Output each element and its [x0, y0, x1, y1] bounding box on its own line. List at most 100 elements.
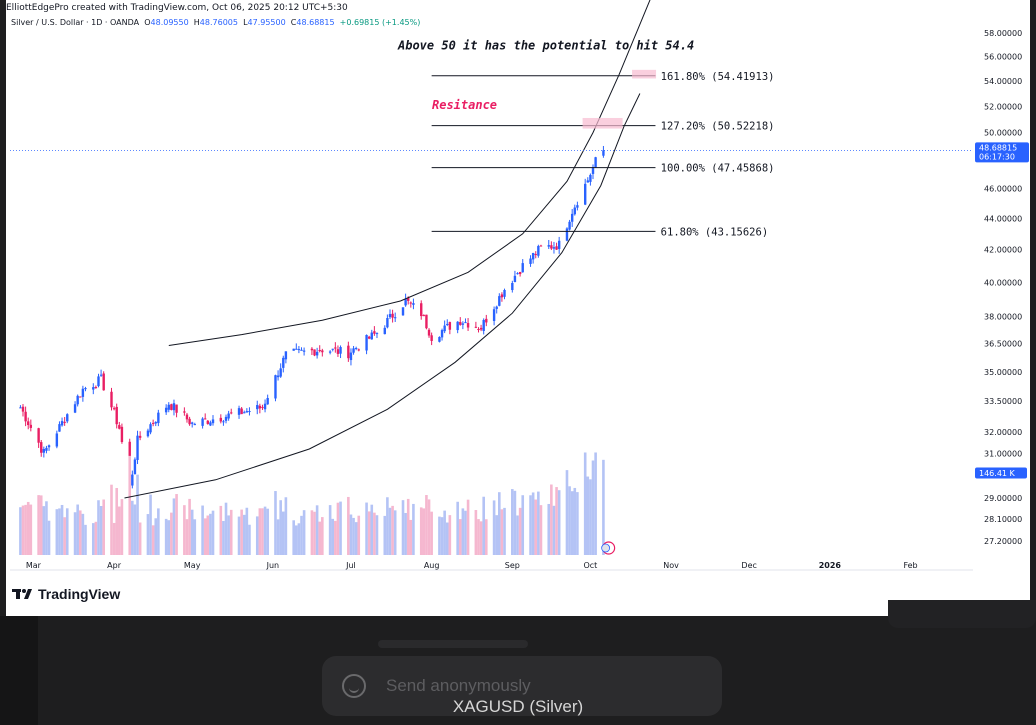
- candle-body: [190, 422, 194, 424]
- volume-bar: [328, 505, 332, 555]
- price-tick-label: 38.00000: [984, 313, 1022, 322]
- candle-body: [576, 205, 579, 208]
- volume-bar: [349, 514, 353, 555]
- candle-body: [115, 406, 118, 425]
- event-flag-icon: [601, 543, 611, 553]
- tradingview-wordmark: TradingView: [38, 586, 121, 602]
- candle-body: [302, 350, 306, 352]
- volume-bar: [334, 520, 337, 555]
- candle-body: [175, 404, 178, 413]
- candle-body: [297, 349, 301, 351]
- candle-body: [81, 388, 85, 397]
- candle-body: [440, 330, 444, 338]
- time-tick-label: Dec: [741, 561, 756, 570]
- volume-bar: [263, 506, 267, 555]
- send-anonymously-input[interactable]: Send anonymously: [322, 656, 722, 716]
- volume-bar: [477, 519, 480, 555]
- volume-bar: [419, 507, 423, 555]
- volume-badge: [975, 467, 1027, 479]
- volume-bar: [60, 504, 64, 555]
- volume-bar: [500, 509, 504, 555]
- volume-bar: [492, 500, 496, 555]
- volume-bar: [495, 515, 499, 555]
- candle-body: [438, 336, 441, 342]
- volume-bar: [284, 497, 288, 555]
- price-tick-label: 44.00000: [984, 214, 1022, 223]
- volume-bar: [190, 509, 194, 555]
- candle-body: [84, 388, 87, 390]
- price-tick-label: 32.00000: [984, 428, 1022, 437]
- candle-body: [500, 294, 504, 298]
- candle-body: [138, 435, 142, 438]
- volume-bar: [539, 505, 543, 555]
- price-tick-label: 56.00000: [984, 53, 1022, 62]
- candle-body: [461, 323, 465, 325]
- symbol-ohlc-legend: Silver / U.S. Dollar · 1D · OANDA O48.09…: [11, 18, 420, 27]
- candle-body: [602, 150, 605, 156]
- volume-bar: [409, 519, 413, 555]
- candle-body: [446, 323, 449, 325]
- candle-body: [336, 349, 340, 354]
- volume-bar: [203, 518, 207, 555]
- volume-bar: [240, 509, 243, 555]
- candle-body: [557, 240, 561, 249]
- candle-body: [151, 422, 155, 424]
- candle-body: [516, 273, 519, 275]
- volume-bar: [128, 455, 132, 555]
- candle-body: [282, 357, 285, 368]
- volume-bar: [482, 496, 485, 555]
- time-tick-label: 2026: [819, 561, 842, 570]
- price-tick-label: 35.00000: [984, 368, 1022, 377]
- volume-bar: [65, 508, 69, 555]
- price-tick-label: 29.00000: [984, 494, 1022, 503]
- volume-bar: [26, 501, 30, 555]
- candle-body: [237, 408, 241, 415]
- candle-body: [266, 397, 269, 405]
- candle-body: [183, 411, 186, 413]
- volume-bar: [201, 505, 204, 555]
- last-time-label: 06:17:30: [979, 152, 1015, 161]
- candle-body: [120, 426, 124, 442]
- volume-bar: [45, 501, 48, 555]
- volume-bar: [78, 510, 82, 555]
- volume-bar: [42, 506, 46, 555]
- right-card: [888, 600, 1036, 628]
- volume-bar: [443, 510, 446, 555]
- volume-bar: [583, 452, 587, 555]
- emoji-icon[interactable]: [342, 674, 366, 698]
- low-label: L: [243, 18, 248, 27]
- volume-bar: [157, 508, 160, 555]
- candle-body: [586, 180, 589, 183]
- volume-bar: [594, 452, 597, 555]
- candle-body: [63, 421, 66, 423]
- volume-bar: [331, 518, 335, 555]
- price-tick-label: 50.00000: [984, 129, 1022, 138]
- volume-bar: [479, 521, 483, 555]
- volume-bar: [164, 518, 168, 555]
- volume-bar: [274, 491, 277, 555]
- candle-body: [531, 253, 535, 260]
- price-tick-label: 40.00000: [984, 278, 1022, 287]
- candle-body: [391, 313, 394, 318]
- volume-bar: [591, 460, 595, 555]
- candle-body: [94, 386, 98, 388]
- candle-body: [66, 414, 69, 422]
- candle-body: [404, 298, 407, 306]
- fib-level-label: 61.80% (43.15626): [661, 226, 768, 238]
- candle-body: [60, 421, 64, 426]
- price-chart[interactable]: 58.00000 56.00000 54.00000 52.00000 50.00000…: [6, 0, 1030, 580]
- volume-bar: [464, 510, 467, 555]
- candle-body: [539, 245, 543, 247]
- volume-bar: [336, 502, 340, 555]
- volume-bar: [589, 479, 592, 555]
- volume-bar: [321, 517, 324, 555]
- candle-body: [547, 245, 550, 247]
- candle-body: [565, 228, 569, 241]
- candle-body: [133, 459, 137, 475]
- volume-bar: [118, 506, 121, 555]
- candle-body: [591, 167, 595, 174]
- candle-body: [383, 327, 386, 335]
- candle-body: [292, 348, 295, 351]
- volume-bar: [365, 502, 368, 555]
- volume-bar: [347, 496, 350, 555]
